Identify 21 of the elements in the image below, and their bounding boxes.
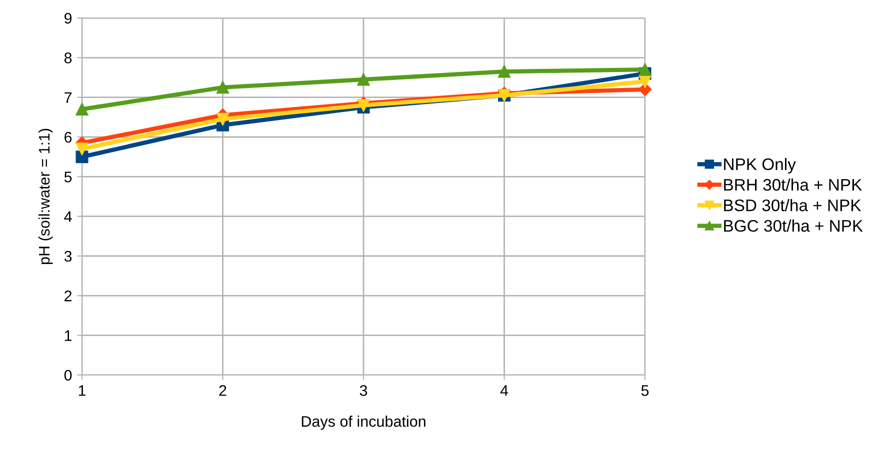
y-tick-label: 1 [64, 330, 72, 341]
legend-label: BSD 30t/ha + NPK [724, 199, 862, 212]
y-tick-label: 2 [64, 290, 72, 302]
y-tick-label: 0 [64, 370, 72, 381]
legend-label: BRH 30t/ha + NPK [724, 178, 862, 191]
y-tick-label: 5 [64, 172, 72, 182]
y-axis-title: pH (soil:water = 1:1) [38, 128, 53, 264]
legend-label: BGC 30t/ha + NPK [724, 220, 863, 232]
y-tick-label: 4 [64, 211, 72, 222]
y-tick-label: 9 [64, 12, 72, 24]
x-tick-label: 3 [360, 385, 368, 396]
x-tick-label: 1 [78, 385, 86, 396]
y-tick-label: 8 [64, 52, 72, 64]
legend-label: NPK Only [724, 158, 796, 174]
x-tick-label: 5 [641, 385, 649, 396]
y-tick-label: 6 [64, 132, 72, 143]
y-tick-label: 7 [64, 92, 72, 103]
y-tick-label: 3 [64, 250, 72, 262]
x-tick-label: 4 [500, 385, 508, 396]
x-tick-label: 2 [219, 385, 226, 396]
x-axis-title: Days of incubation [302, 416, 426, 430]
